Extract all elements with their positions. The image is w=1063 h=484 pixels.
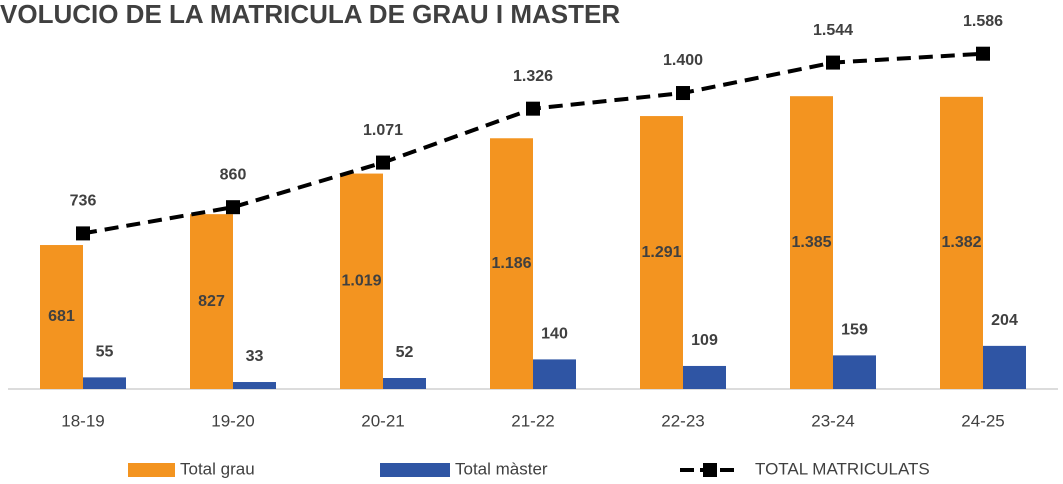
data-label: 33 bbox=[246, 348, 264, 365]
bar bbox=[383, 378, 426, 389]
data-label: 827 bbox=[198, 293, 225, 310]
data-label: 52 bbox=[396, 344, 414, 361]
legend-label: Total màster bbox=[455, 459, 548, 478]
x-tick-label: 23-24 bbox=[811, 411, 854, 430]
data-label: 1.291 bbox=[641, 244, 681, 261]
bar bbox=[340, 173, 383, 389]
data-label: 109 bbox=[691, 332, 718, 349]
data-label: 140 bbox=[541, 326, 568, 343]
data-label: 204 bbox=[991, 312, 1018, 329]
x-tick-label: 18-19 bbox=[61, 411, 104, 430]
marker bbox=[226, 200, 240, 215]
legend-label: TOTAL MATRICULATS bbox=[755, 459, 930, 478]
marker bbox=[526, 101, 540, 116]
data-label: 159 bbox=[841, 322, 868, 339]
marker bbox=[76, 226, 90, 241]
data-label: 55 bbox=[96, 344, 114, 361]
x-tick-label: 22-23 bbox=[661, 411, 704, 430]
legend-swatch bbox=[380, 463, 450, 477]
bar bbox=[683, 365, 726, 389]
bar bbox=[83, 377, 126, 389]
x-tick-label: 19-20 bbox=[211, 411, 254, 430]
data-label: 1.326 bbox=[513, 68, 553, 85]
marker bbox=[976, 46, 990, 61]
legend-swatch bbox=[128, 463, 175, 477]
marker bbox=[826, 55, 840, 70]
x-tick-label: 21-22 bbox=[511, 411, 554, 430]
marker bbox=[676, 86, 690, 101]
bar bbox=[190, 214, 233, 389]
data-label: 1.544 bbox=[813, 22, 853, 39]
bar bbox=[833, 355, 876, 389]
x-tick-label: 24-25 bbox=[961, 411, 1004, 430]
bar bbox=[533, 359, 576, 389]
data-label: 1.385 bbox=[791, 234, 831, 251]
data-label: 1.382 bbox=[941, 234, 981, 251]
bar bbox=[983, 345, 1026, 389]
data-label: 860 bbox=[220, 166, 247, 183]
chart-title: VOLUCIO DE LA MATRICULA DE GRAU I MASTER bbox=[0, 0, 620, 29]
bar bbox=[490, 138, 533, 389]
data-label: 1.186 bbox=[491, 255, 531, 272]
data-label: 736 bbox=[70, 193, 97, 210]
data-label: 1.071 bbox=[363, 122, 403, 139]
data-label: 1.019 bbox=[341, 273, 381, 290]
legend-marker bbox=[703, 463, 717, 477]
bar bbox=[40, 245, 83, 389]
legend-label: Total grau bbox=[180, 459, 255, 478]
bar bbox=[640, 116, 683, 389]
data-label: 1.400 bbox=[663, 52, 703, 69]
bar bbox=[790, 96, 833, 389]
data-label: 681 bbox=[48, 308, 75, 325]
bar bbox=[233, 382, 276, 389]
bar bbox=[940, 96, 983, 389]
data-label: 1.586 bbox=[963, 13, 1003, 30]
x-tick-label: 20-21 bbox=[361, 411, 404, 430]
marker bbox=[376, 155, 390, 170]
